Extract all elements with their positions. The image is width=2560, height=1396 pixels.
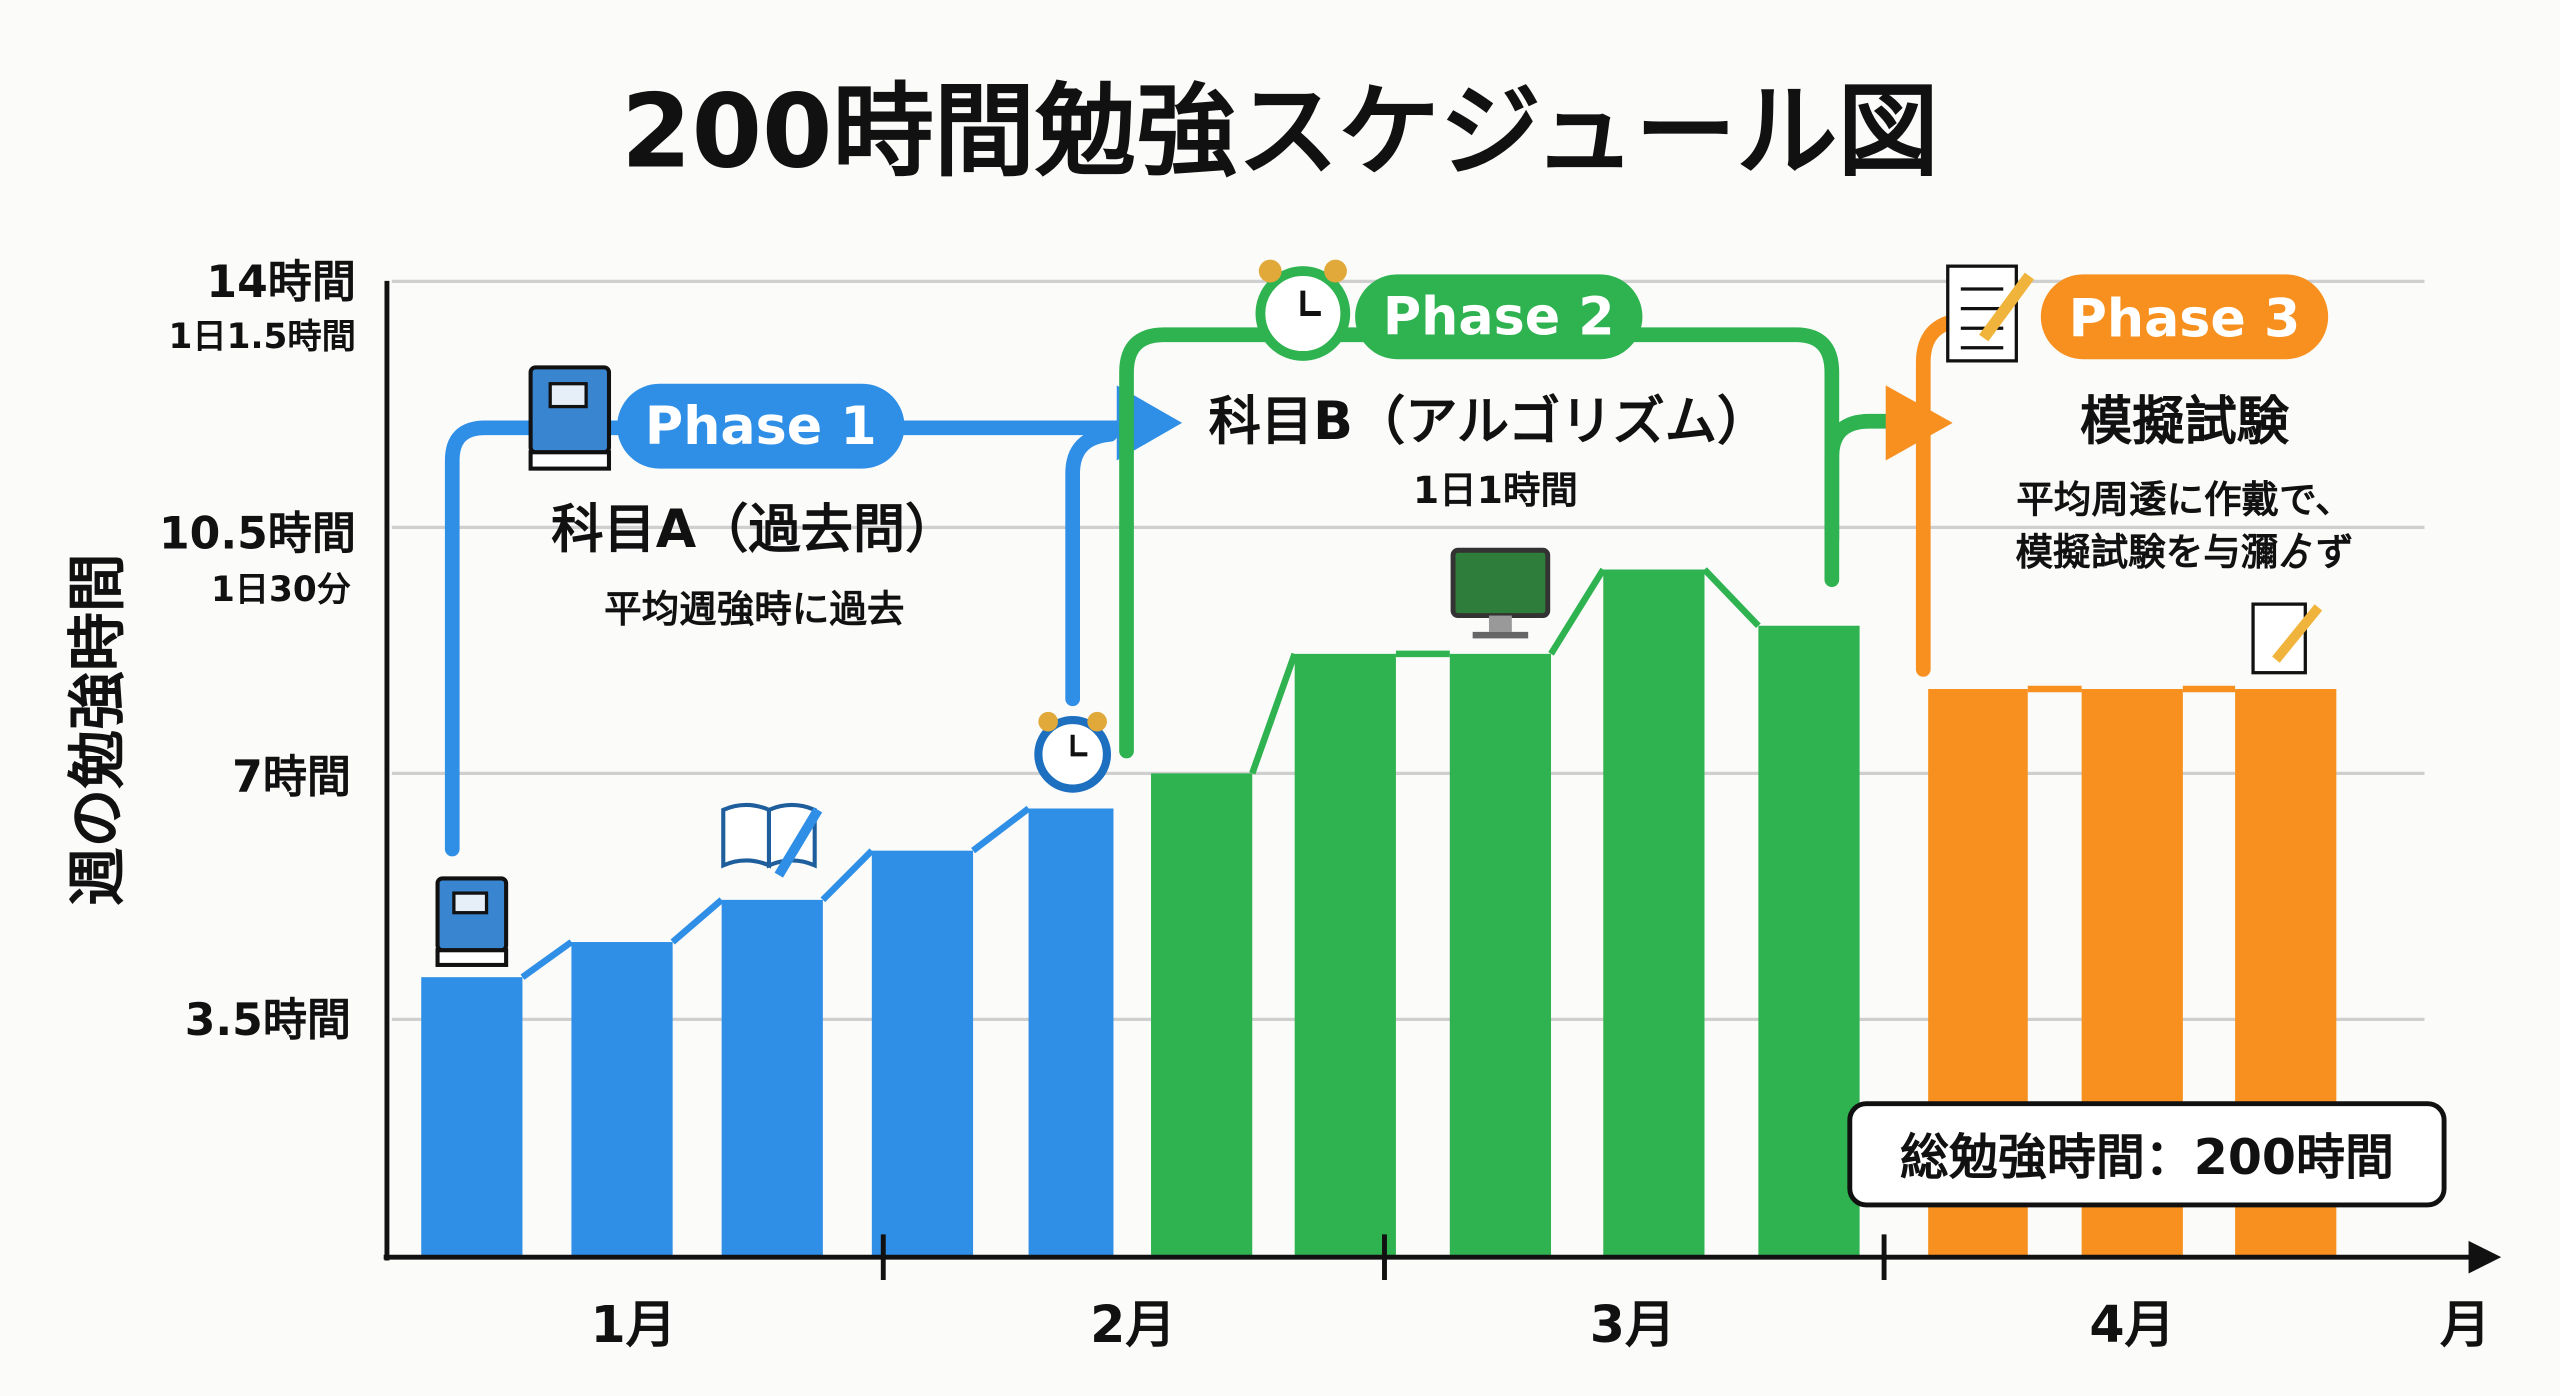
y-tick-label: 3.5時間 [185,995,351,1046]
alarm-clock-icon [1255,259,1351,361]
phase3-subject: 模擬試験 [2080,392,2290,452]
y-tick-label: 7時間 [232,752,351,803]
checklist-pencil-icon [1946,264,2034,363]
bar-connector [670,897,724,945]
bar-connector [1548,567,1607,656]
x-axis-arrow [2468,1240,2502,1274]
note-pencil-icon [2251,602,2323,675]
phase2-note: 1日1時間 [1413,468,1578,512]
y-tick-label: 14時間 [206,257,355,308]
bar-connector [1249,652,1298,775]
phase1-badge: Phase 1 [617,383,905,469]
y-tick-label: 10.5時間 [159,509,356,560]
computer-icon [1450,547,1551,639]
bar-phase1 [571,942,673,1258]
book-icon [435,876,509,967]
open-book-pencil-icon [721,802,823,878]
svg-text:Phase 1: Phase 1 [645,397,877,457]
phase3-badge: Phase 3 [2040,274,2329,360]
bar-phase2 [1294,653,1396,1258]
phase1-arrow [444,420,1134,857]
bar-phase2 [1151,773,1253,1258]
bar-phase1 [871,850,974,1258]
total-hours-box: 総勉強時間：200時間 [1847,1101,2447,1208]
x-axis-title: 月 [2440,1295,2491,1354]
x-tick-label: 4月 [2089,1295,2175,1354]
bar-connectors [520,567,2236,980]
svg-text:総勉強時間：200時間: 総勉強時間：200時間 [1900,1129,2394,1186]
x-tick-label: 3月 [1590,1295,1676,1354]
svg-text:Phase 3: Phase 3 [2069,289,2301,349]
y-tick-sublabel: 1日1.5時間 [169,317,356,357]
book-icon [528,365,612,471]
x-tick-label: 2月 [1090,1295,1176,1354]
bar-connector [1702,567,1761,629]
phase3-note: 平均周逶に作戴で、 [2016,478,2352,522]
phase3-note: 模擬試験を与瀰ゟず [2016,530,2354,574]
bar-connector [820,848,875,903]
bar-phase2 [1603,569,1705,1258]
bar-phase1 [721,899,823,1258]
bar-phase1 [421,977,523,1258]
phase1-note: 平均週強時に過去 [604,587,904,631]
bar-phase1 [1028,808,1114,1258]
bar-connector [971,805,1031,854]
alarm-clock-icon [1034,711,1112,793]
phase2-subject: 科目B（アルゴリズム） [1209,392,1770,452]
svg-text:Phase 2: Phase 2 [1383,288,1615,348]
x-tick-label: 1月 [591,1295,677,1354]
bar-phase2 [1449,653,1552,1258]
bar-phase2 [1758,625,1860,1258]
chart-title: 200時間勉強スケジュール図 [621,73,1939,191]
y-tick-sublabel: 1日30分 [211,570,351,610]
y-tick-labels: 14時間 1日1.5時間 10.5時間 1日30分 7時間 3.5時間 [159,257,356,1046]
phase3-arrow [1915,312,1970,677]
phase1-subject: 科目A（過去問） [551,500,957,560]
bar-connector [520,939,574,980]
phase2-badge: Phase 2 [1355,274,1643,360]
y-axis-title: 週の勉強時間 [63,554,132,907]
